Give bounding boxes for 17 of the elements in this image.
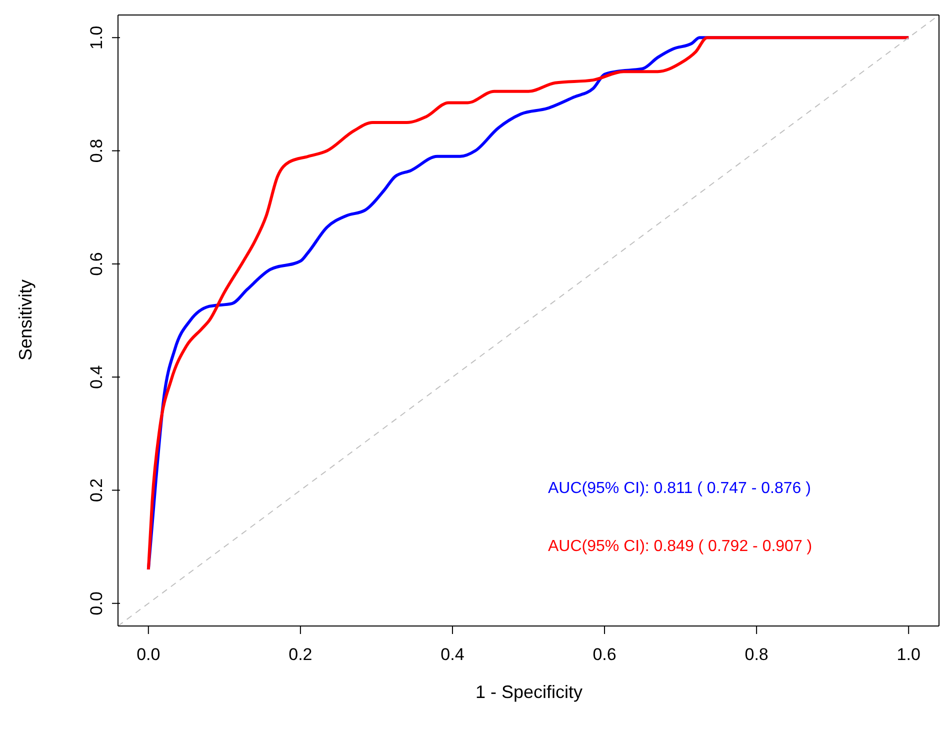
x-tick-label: 0.0 xyxy=(136,645,160,664)
line-series xyxy=(146,36,910,571)
annotation: AUC(95% CI): 0.811 ( 0.747 - 0.876 ) xyxy=(548,480,811,498)
annotation: AUC(95% CI): 0.849 ( 0.792 - 0.907 ) xyxy=(548,538,812,556)
y-tick-label: 1.0 xyxy=(87,26,106,50)
y-tick-label: 0.2 xyxy=(87,478,106,502)
x-axis-title: 1 - Specificity xyxy=(474,682,584,703)
x-tick-label: 0.4 xyxy=(440,645,464,664)
y-axis-title: Sensitivity xyxy=(16,279,36,361)
x-tick-label: 0.2 xyxy=(288,645,312,664)
y-tick-label: 0.6 xyxy=(87,252,106,276)
y-tick-label: 0.0 xyxy=(87,592,106,616)
x-tick-label: 0.6 xyxy=(592,645,616,664)
x-tick-label: 0.8 xyxy=(744,645,768,664)
y-tick-label: 0.8 xyxy=(87,138,106,163)
x-tick-label: 1.0 xyxy=(896,645,920,664)
y-tick-label: 0.4 xyxy=(87,365,106,389)
